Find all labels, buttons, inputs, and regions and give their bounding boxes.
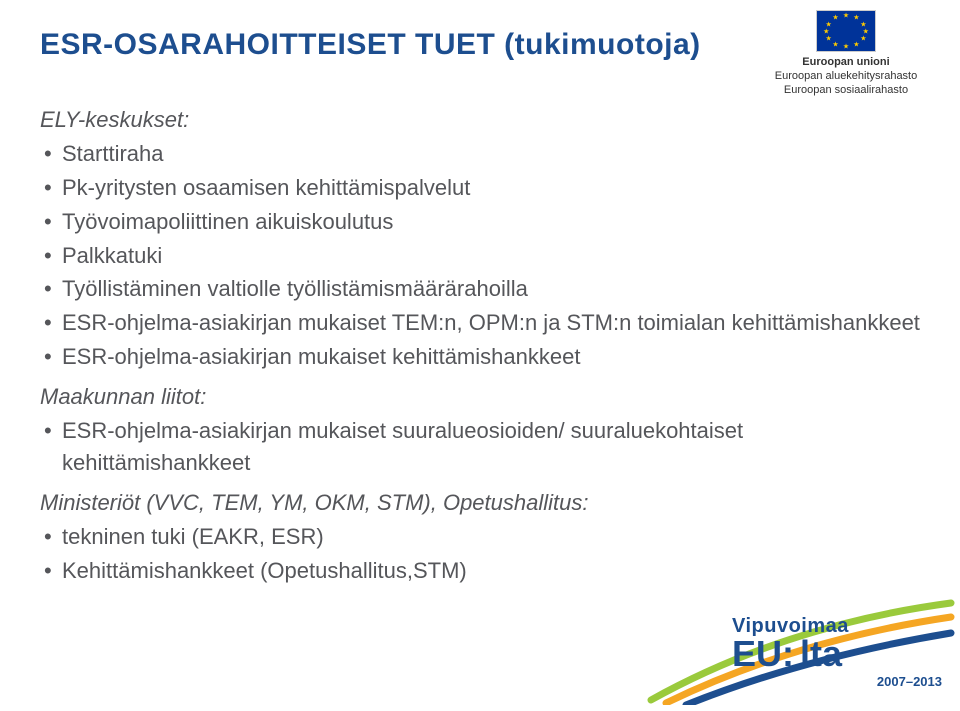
vipu-row: EU:lta: [732, 636, 942, 672]
list-item: Kehittämishankkeet (Opetushallitus,STM): [40, 555, 920, 587]
slide: ★ ★ ★ ★ ★ ★ ★ ★ ★ ★ ★ ★ Euroopan unioni …: [0, 0, 960, 711]
vipu-eu: EU:: [732, 636, 794, 672]
list-item: Starttiraha: [40, 138, 920, 170]
vipu-years: 2007–2013: [732, 674, 942, 689]
ministeriot-list: tekninen tuki (EAKR, ESR) Kehittämishank…: [40, 521, 920, 587]
list-item: Pk-yritysten osaamisen kehittämispalvelu…: [40, 172, 920, 204]
list-item: Palkkatuki: [40, 240, 920, 272]
vipu-lta: lta: [800, 636, 842, 672]
section-label-ely: ELY-keskukset:: [40, 104, 920, 136]
eu-line1: Euroopan unioni: [746, 56, 946, 70]
eu-text: Euroopan unioni Euroopan aluekehitysraha…: [746, 56, 946, 97]
list-item: tekninen tuki (EAKR, ESR): [40, 521, 920, 553]
eu-line2: Euroopan aluekehitysrahasto: [746, 70, 946, 84]
eu-line3: Euroopan sosiaalirahasto: [746, 84, 946, 98]
eu-logo-block: ★ ★ ★ ★ ★ ★ ★ ★ ★ ★ ★ ★ Euroopan unioni …: [746, 10, 946, 97]
list-item: Työvoimapoliittinen aikuiskoulutus: [40, 206, 920, 238]
vipuvoimaa-logo: Vipuvoimaa EU:lta 2007–2013: [732, 615, 942, 689]
content: ELY-keskukset: Starttiraha Pk-yritysten …: [40, 104, 920, 586]
section-label-maakunta: Maakunnan liitot:: [40, 381, 920, 413]
ely-list: Starttiraha Pk-yritysten osaamisen kehit…: [40, 138, 920, 373]
list-item: ESR-ohjelma-asiakirjan mukaiset suuralue…: [40, 415, 920, 479]
list-item: Työllistäminen valtiolle työllistämismää…: [40, 273, 920, 305]
maakunta-list: ESR-ohjelma-asiakirjan mukaiset suuralue…: [40, 415, 920, 479]
eu-flag-icon: ★ ★ ★ ★ ★ ★ ★ ★ ★ ★ ★ ★: [816, 10, 876, 52]
section-label-ministeriot: Ministeriöt (VVC, TEM, YM, OKM, STM), Op…: [40, 487, 920, 519]
list-item: ESR-ohjelma-asiakirjan mukaiset kehittäm…: [40, 341, 920, 373]
list-item: ESR-ohjelma-asiakirjan mukaiset TEM:n, O…: [40, 307, 920, 339]
